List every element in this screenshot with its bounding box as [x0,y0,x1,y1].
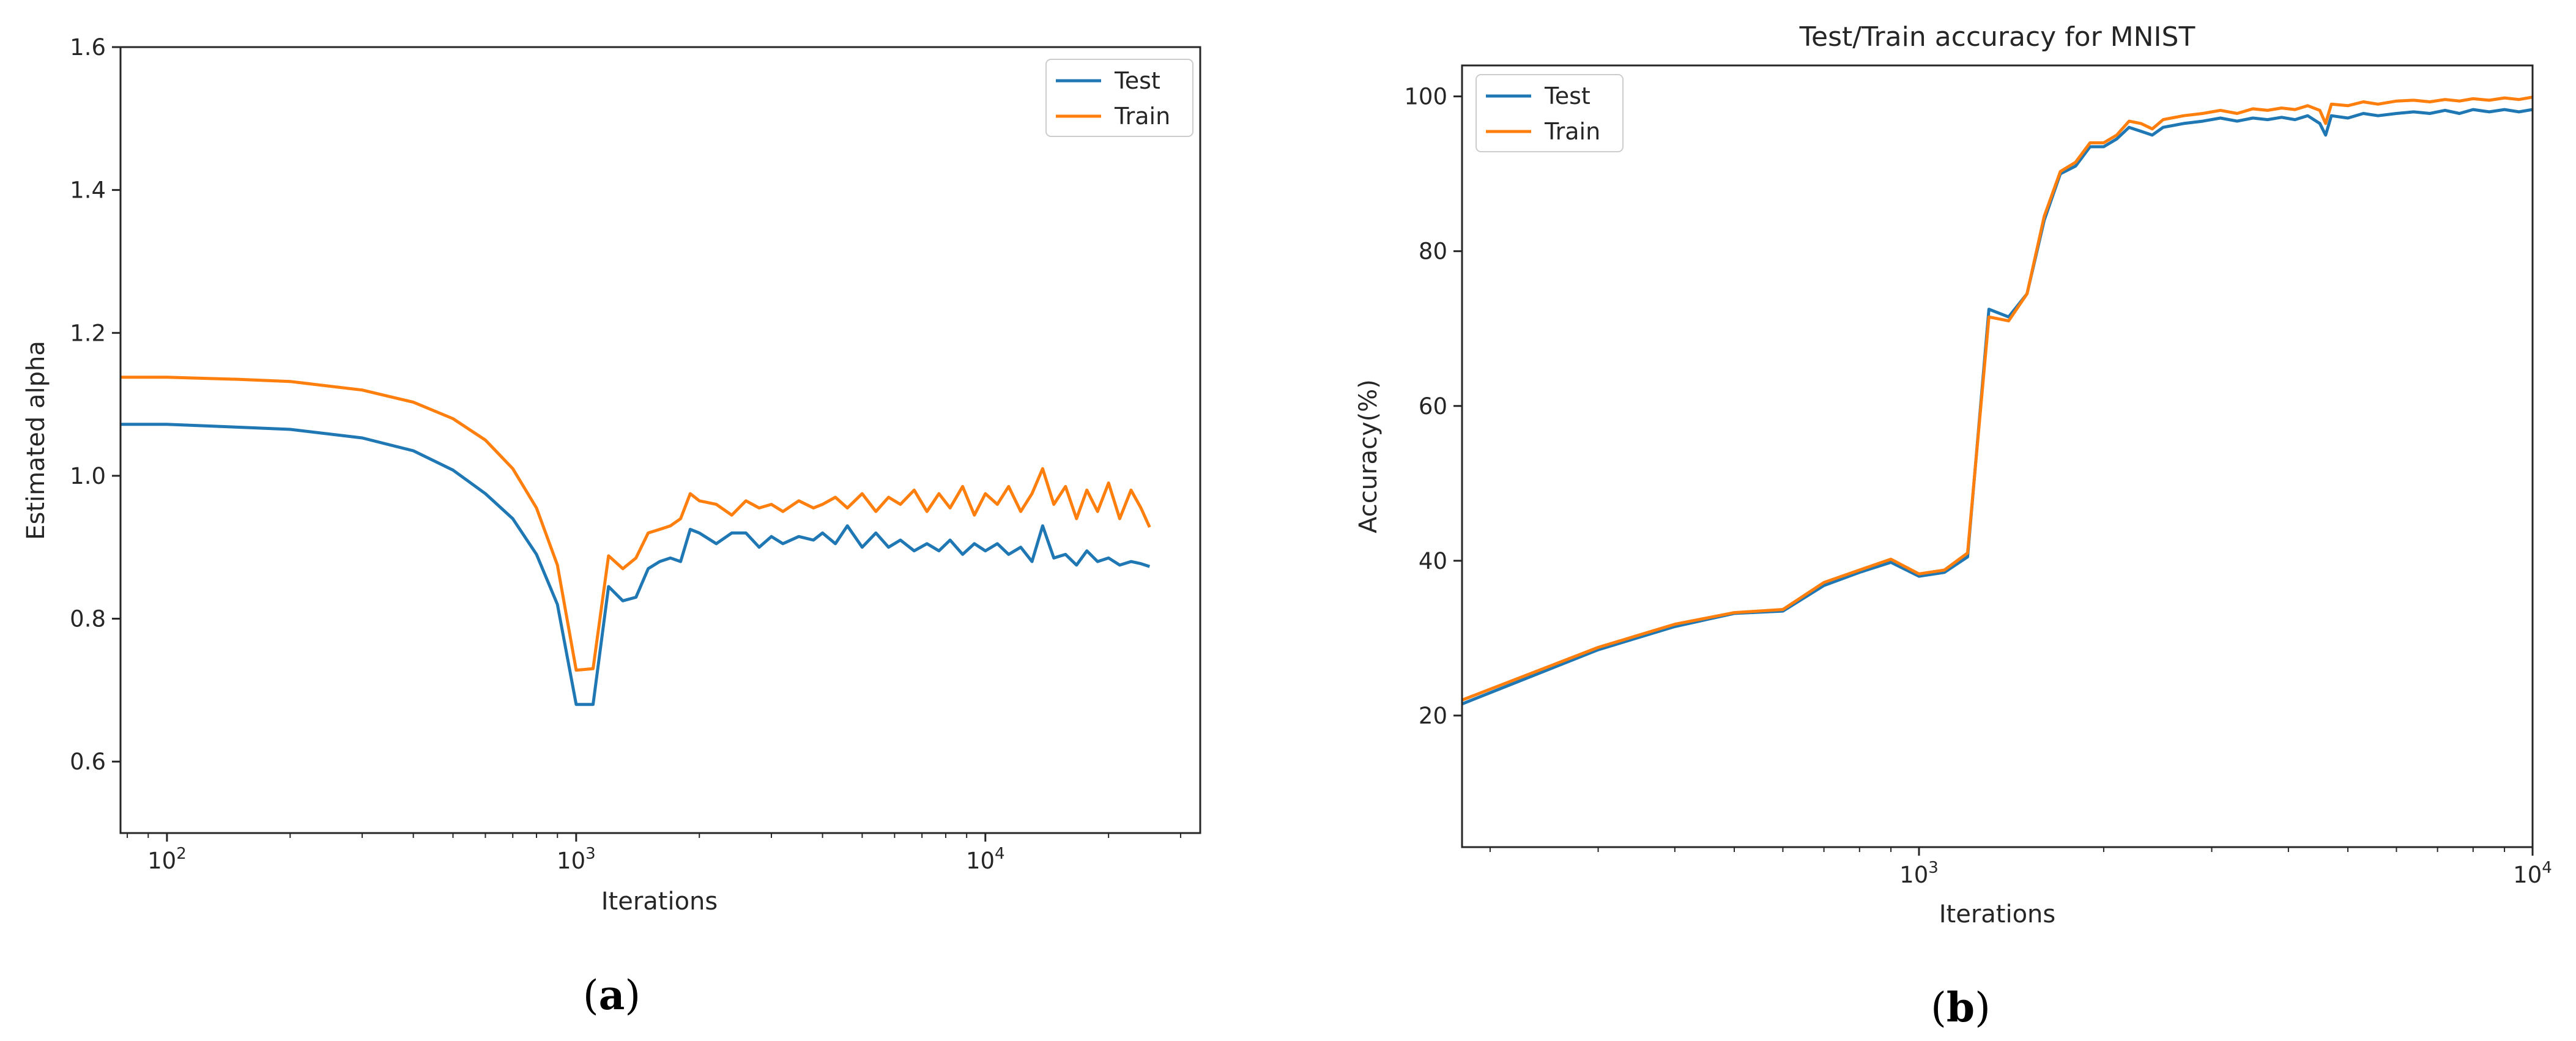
x-ticks-b: 103 104 [1489,847,2552,888]
x-tick-exponent-a: 2 [176,845,187,863]
series-group-b [1462,95,2533,706]
panel-label-b-letter: b [1947,984,1975,1031]
axes-frame-b [1461,64,2534,848]
y-tick-label-b: 80 [1419,239,1447,265]
chart-panel-a: 102 103 104 0.60.81.01.21.41.6 Iterations … [22,34,1201,1019]
x-tick-exponent-b: 4 [2542,859,2552,877]
y-ticks-b: 20 40 60 80 100 [1404,84,1462,729]
series-line-train-a [121,376,1151,672]
series-line-test-b [1462,108,2533,706]
series-line-test-a [121,423,1151,706]
y-tick-label-b: 60 [1419,393,1447,420]
x-tick-label-a: 104 [966,845,1005,874]
x-tick-exponent-b: 3 [1928,859,1939,877]
x-axis-label-a: Iterations [601,887,718,916]
panel-label-a: (a) [583,971,640,1019]
chart-title-b: Test/Train accuracy for MNIST [1799,21,2196,53]
legend-a: Test Train [1045,59,1193,137]
series-group-a [121,376,1151,706]
x-tick-label-a: 103 [557,845,596,874]
plot-area-a: 102 103 104 0.60.81.01.21.41.6 [70,34,1201,874]
panel-label-b: (b) [1931,984,1991,1031]
x-tick-label-b: 103 [1899,859,1939,888]
y-axis-label-b: Accuracy(%) [1354,379,1383,533]
x-tick-label-a: 102 [147,845,187,874]
y-tick-label-a: 1.2 [70,320,106,346]
legend-label-test-b: Test [1544,83,1591,109]
axes-frame-a [119,46,1201,834]
x-tick-base-a: 10 [966,848,995,874]
x-ticks-a: 102 103 104 [127,833,1181,874]
panel-label-a-letter: a [599,971,625,1019]
y-tick-label-a: 1.4 [70,177,106,204]
y-tick-label-b: 100 [1404,84,1447,110]
y-tick-label-a: 0.8 [70,606,106,632]
y-ticks-a: 0.6 0.8 1.0 1.2 1.4 1.6 [70,34,121,775]
y-tick-label-a: 1.0 [70,463,106,489]
x-tick-base-a: 10 [147,848,176,874]
x-tick-exponent-a: 4 [995,845,1005,863]
x-tick-exponent-a: 3 [585,845,596,863]
y-tick-label-b: 20 [1419,703,1447,729]
x-axis-label-b: Iterations [1939,900,2056,928]
legend-label-train-a: Train [1114,103,1170,130]
y-axis-label-a: Estimated alpha [22,341,50,540]
x-tick-base-b: 10 [2513,862,2542,888]
y-tick-label-b: 40 [1419,548,1447,574]
y-tick-label-a: 1.6 [70,34,106,61]
x-tick-base-a: 10 [557,848,585,874]
legend-label-test-a: Test [1114,67,1160,94]
series-line-train-b [1462,95,2533,702]
x-tick-label-b: 104 [2513,859,2552,888]
y-tick-label-a: 0.6 [70,749,106,775]
legend-b: Test Train [1475,74,1624,152]
legend-label-train-b: Train [1544,118,1600,145]
x-tick-base-b: 10 [1899,862,1928,888]
